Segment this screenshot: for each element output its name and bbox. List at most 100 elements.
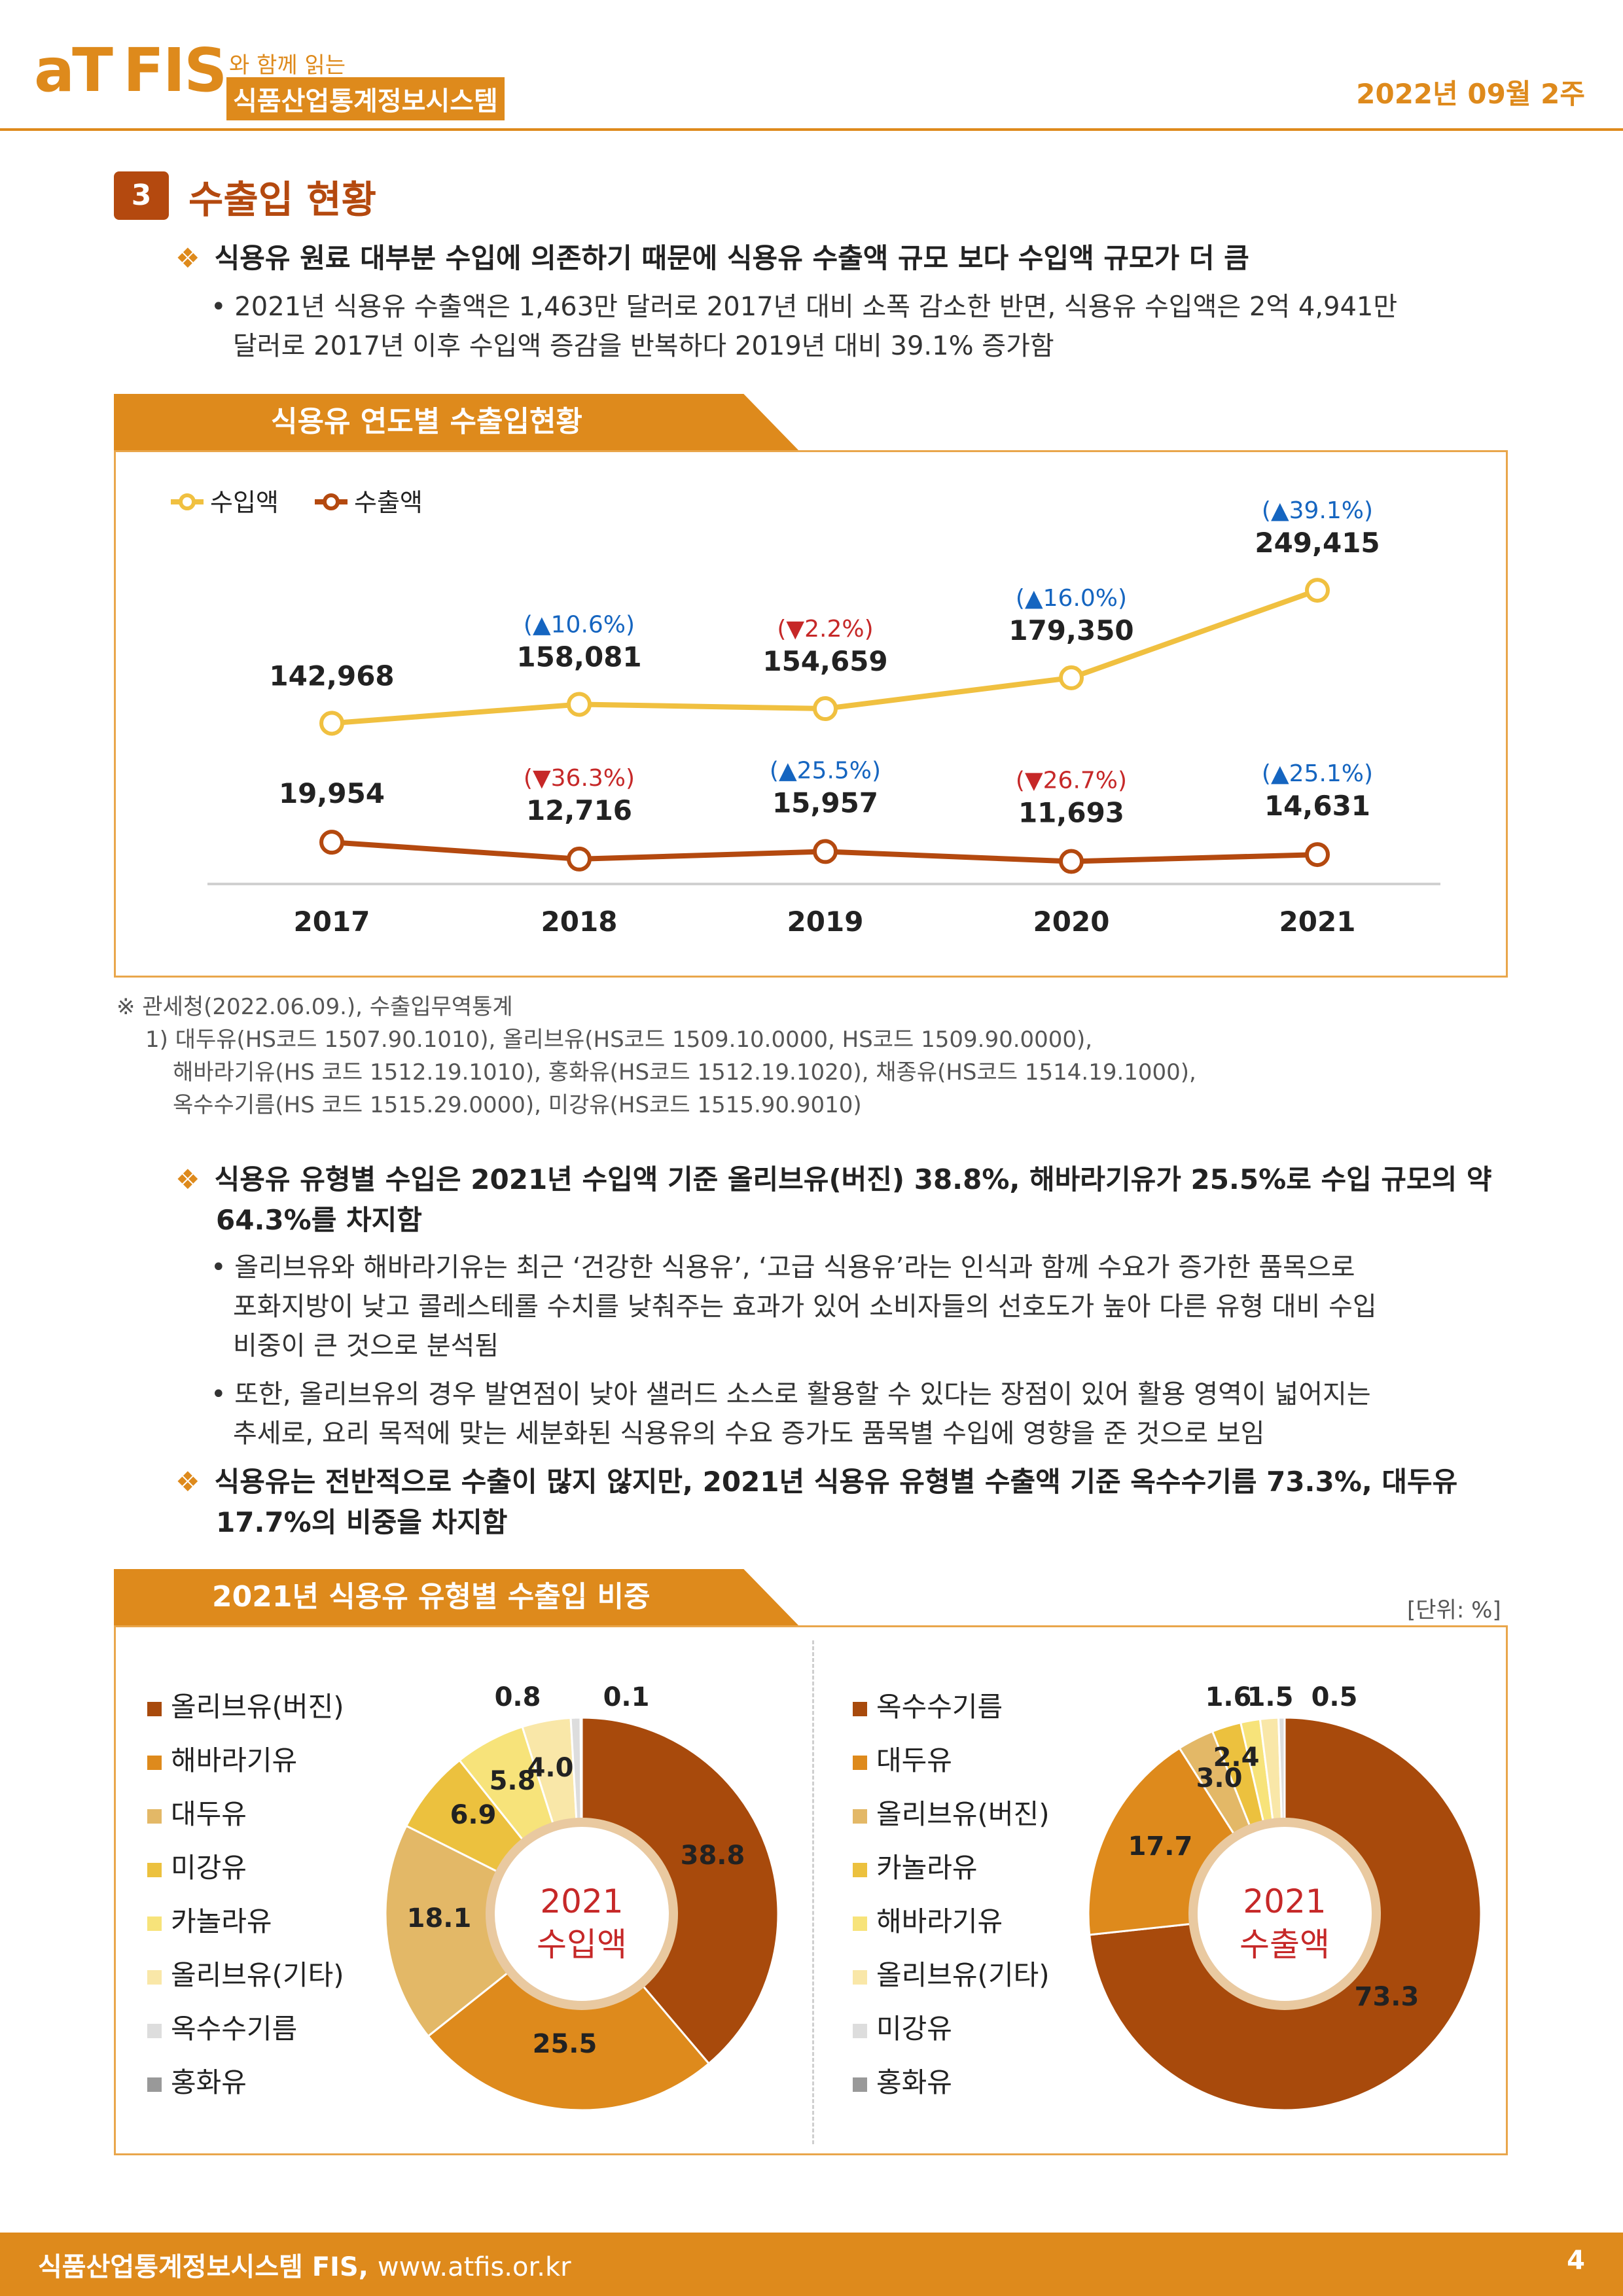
bullet-main-2-text: 식용유 유형별 수입은 2021년 수입액 기준 올리브유(버진) 38.8%,… bbox=[214, 1163, 1492, 1195]
footer-url[interactable]: www.atfis.or.kr bbox=[377, 2252, 571, 2282]
pie-center-label: 수입액 bbox=[537, 1926, 627, 1964]
bullet-sub-1-line2: 달러로 2017년 이후 수입액 증감을 반복하다 2019년 대비 39.1%… bbox=[233, 331, 1054, 361]
slice-value-label: 25.5 bbox=[533, 2029, 597, 2059]
bullet-sub-2b-line2: 추세로, 요리 목적에 맞는 세분화된 식용유의 수요 증가도 품목별 수입에 … bbox=[233, 1419, 1265, 1449]
slice-value-label: 0.8 bbox=[495, 1682, 541, 1712]
legend-item: 홍화유 bbox=[853, 2060, 1050, 2114]
diamond-bullet-icon: ❖ bbox=[175, 1163, 200, 1195]
legend-import-label: 수입액 bbox=[210, 488, 279, 517]
slice-value-label: 0.1 bbox=[603, 1682, 650, 1712]
page-number: 4 bbox=[1567, 2246, 1585, 2276]
legend-label: 올리브유(버진) bbox=[876, 1798, 1050, 1830]
legend-swatch bbox=[853, 1809, 867, 1824]
legend-label: 올리브유(버진) bbox=[171, 1691, 344, 1723]
bullet-main-3-text: 식용유는 전반적으로 수출이 많지 않지만, 2021년 식용유 유형별 수출액… bbox=[214, 1466, 1458, 1498]
data-label: 19,954 bbox=[279, 777, 385, 809]
x-tick-label: 2020 bbox=[1033, 906, 1110, 938]
pie-hole bbox=[495, 1828, 668, 2000]
pie-center-label: 수출액 bbox=[1240, 1926, 1330, 1964]
data-point bbox=[813, 696, 838, 722]
legend-swatch bbox=[147, 1809, 162, 1824]
data-label: 12,716 bbox=[526, 794, 632, 826]
diamond-bullet-icon: ❖ bbox=[175, 1466, 200, 1498]
change-label: (▲39.1%) bbox=[1262, 497, 1373, 524]
slice-value-label: 1.6 bbox=[1205, 1682, 1252, 1712]
pie-chart-box: 올리브유(버진) 해바라기유 대두유 미강유 카놀라유 올리브유(기타) 옥수수기름 홍화유 … bbox=[114, 1625, 1508, 2155]
pie-center-year: 2021 bbox=[1243, 1882, 1326, 1920]
header-rule bbox=[0, 128, 1623, 131]
legend-item: 옥수수기름 bbox=[147, 2007, 344, 2060]
legend-label: 홍화유 bbox=[876, 2066, 952, 2098]
legend-item: 카놀라유 bbox=[147, 1899, 344, 1953]
legend-export-label: 수출액 bbox=[354, 488, 423, 517]
legend-label: 홍화유 bbox=[171, 2066, 247, 2098]
legend-swatch bbox=[853, 1862, 867, 1877]
data-point bbox=[319, 830, 344, 855]
legend-label: 옥수수기름 bbox=[171, 2013, 298, 2045]
legend-swatch bbox=[147, 1969, 162, 1985]
legend-item: 대두유 bbox=[853, 1739, 1050, 1792]
slice-value-label: 6.9 bbox=[450, 1800, 497, 1830]
legend-swatch bbox=[147, 1916, 162, 1931]
legend-swatch bbox=[147, 1755, 162, 1770]
change-label: (▼2.2%) bbox=[777, 616, 873, 643]
legend-item: 카놀라유 bbox=[853, 1846, 1050, 1899]
change-label: (▼26.7%) bbox=[1016, 768, 1127, 794]
slice-value-label: 38.8 bbox=[681, 1841, 745, 1871]
legend-swatch bbox=[147, 1862, 162, 1877]
legend-label: 해바라기유 bbox=[876, 1905, 1003, 1937]
header-date: 2022년 09월 2주 bbox=[1356, 78, 1585, 110]
legend-export-marker bbox=[323, 493, 340, 510]
data-label: 249,415 bbox=[1255, 527, 1380, 559]
legend-item: 올리브유(버진) bbox=[147, 1685, 344, 1739]
change-label: (▼36.3%) bbox=[524, 765, 635, 792]
data-point bbox=[1305, 842, 1330, 868]
pie-inner-ring bbox=[1188, 1818, 1381, 2010]
bullet-sub-2a-line1: • 올리브유와 해바라기유는 최근 ‘건강한 식용유’, ‘고급 식용유’라는 … bbox=[211, 1252, 1355, 1282]
data-label: 179,350 bbox=[1008, 614, 1133, 646]
logo-fis: FIS bbox=[123, 35, 227, 105]
legend-item: 미강유 bbox=[853, 2007, 1050, 2060]
data-point bbox=[1305, 578, 1330, 603]
legend-item: 해바라기유 bbox=[853, 1899, 1050, 1953]
change-label: (▲16.0%) bbox=[1016, 585, 1127, 612]
pie-0: 2021 수입액 38.8 25.5 18.1 6.9 5.84.0 0.8 0.1 bbox=[384, 1682, 779, 2111]
section-number: 3 bbox=[114, 171, 169, 220]
export-legend: 옥수수기름 대두유 올리브유(버진) 카놀라유 해바라기유 올리브유(기타) 미강유 홍화유 bbox=[853, 1685, 1050, 2114]
x-tick-label: 2021 bbox=[1279, 906, 1356, 938]
bullet-sub-2a-line3: 비중이 큰 것으로 분석됨 bbox=[233, 1331, 499, 1361]
x-tick-label: 2019 bbox=[787, 906, 864, 938]
chart-legend: 수입액 수출액 bbox=[171, 488, 423, 517]
x-tick-label: 2018 bbox=[541, 906, 618, 938]
slice-value-label: 5.8 bbox=[490, 1766, 536, 1796]
source-note-3: 옥수수기름(HS 코드 1515.29.0000), 미강유(HS코드 1515… bbox=[173, 1092, 862, 1118]
line-chart-marks: 142,968 158,081 (▲10.6%) 154,659(▼2.2%) 179,… bbox=[269, 497, 1380, 938]
legend-swatch bbox=[853, 1969, 867, 1985]
slice-value-label: 2.4 bbox=[1213, 1742, 1260, 1773]
legend-label: 카놀라유 bbox=[171, 1905, 272, 1937]
legend-label: 옥수수기름 bbox=[876, 1691, 1003, 1723]
bullet-main-3-line2: 17.7%의 비중을 차지함 bbox=[216, 1506, 508, 1538]
data-point bbox=[1059, 849, 1084, 874]
bullet-main-1-text: 식용유 원료 대부분 수입에 의존하기 때문에 식용유 수출액 규모 보다 수입… bbox=[214, 242, 1249, 274]
legend-swatch bbox=[853, 2077, 867, 2092]
legend-item: 올리브유(기타) bbox=[147, 1953, 344, 2007]
data-point bbox=[813, 839, 838, 864]
bullet-sub-1-line1: • 2021년 식용유 수출액은 1,463만 달러로 2017년 대비 소폭 … bbox=[211, 292, 1398, 322]
legend-item: 옥수수기름 bbox=[853, 1685, 1050, 1739]
legend-swatch bbox=[147, 2077, 162, 2092]
legend-item: 해바라기유 bbox=[147, 1739, 344, 1792]
legend-swatch bbox=[853, 1916, 867, 1931]
slice-value-label: 3.0 bbox=[1196, 1763, 1243, 1793]
legend-label: 올리브유(기타) bbox=[171, 1959, 344, 1991]
logo-subtitle: 와 함께 읽는 bbox=[229, 52, 346, 79]
pie-slice bbox=[579, 1716, 583, 1824]
legend-item: 미강유 bbox=[147, 1846, 344, 1899]
bullet-sub-2a-line2: 포화지방이 낮고 콜레스테롤 수치를 낮춰주는 효과가 있어 소비자들의 선호도… bbox=[233, 1292, 1377, 1322]
legend-swatch bbox=[853, 2023, 867, 2038]
legend-label: 카놀라유 bbox=[876, 1852, 978, 1884]
source-note-1: 1) 대두유(HS코드 1507.90.1010), 올리브유(HS코드 150… bbox=[145, 1027, 1093, 1053]
legend-label: 미강유 bbox=[171, 1852, 247, 1884]
slice-value-label: 1.5 bbox=[1247, 1682, 1294, 1712]
pie-1: 2021 수출액 73.3 17.7 3.02.4 1.61.5 0.5 bbox=[1087, 1682, 1482, 2111]
